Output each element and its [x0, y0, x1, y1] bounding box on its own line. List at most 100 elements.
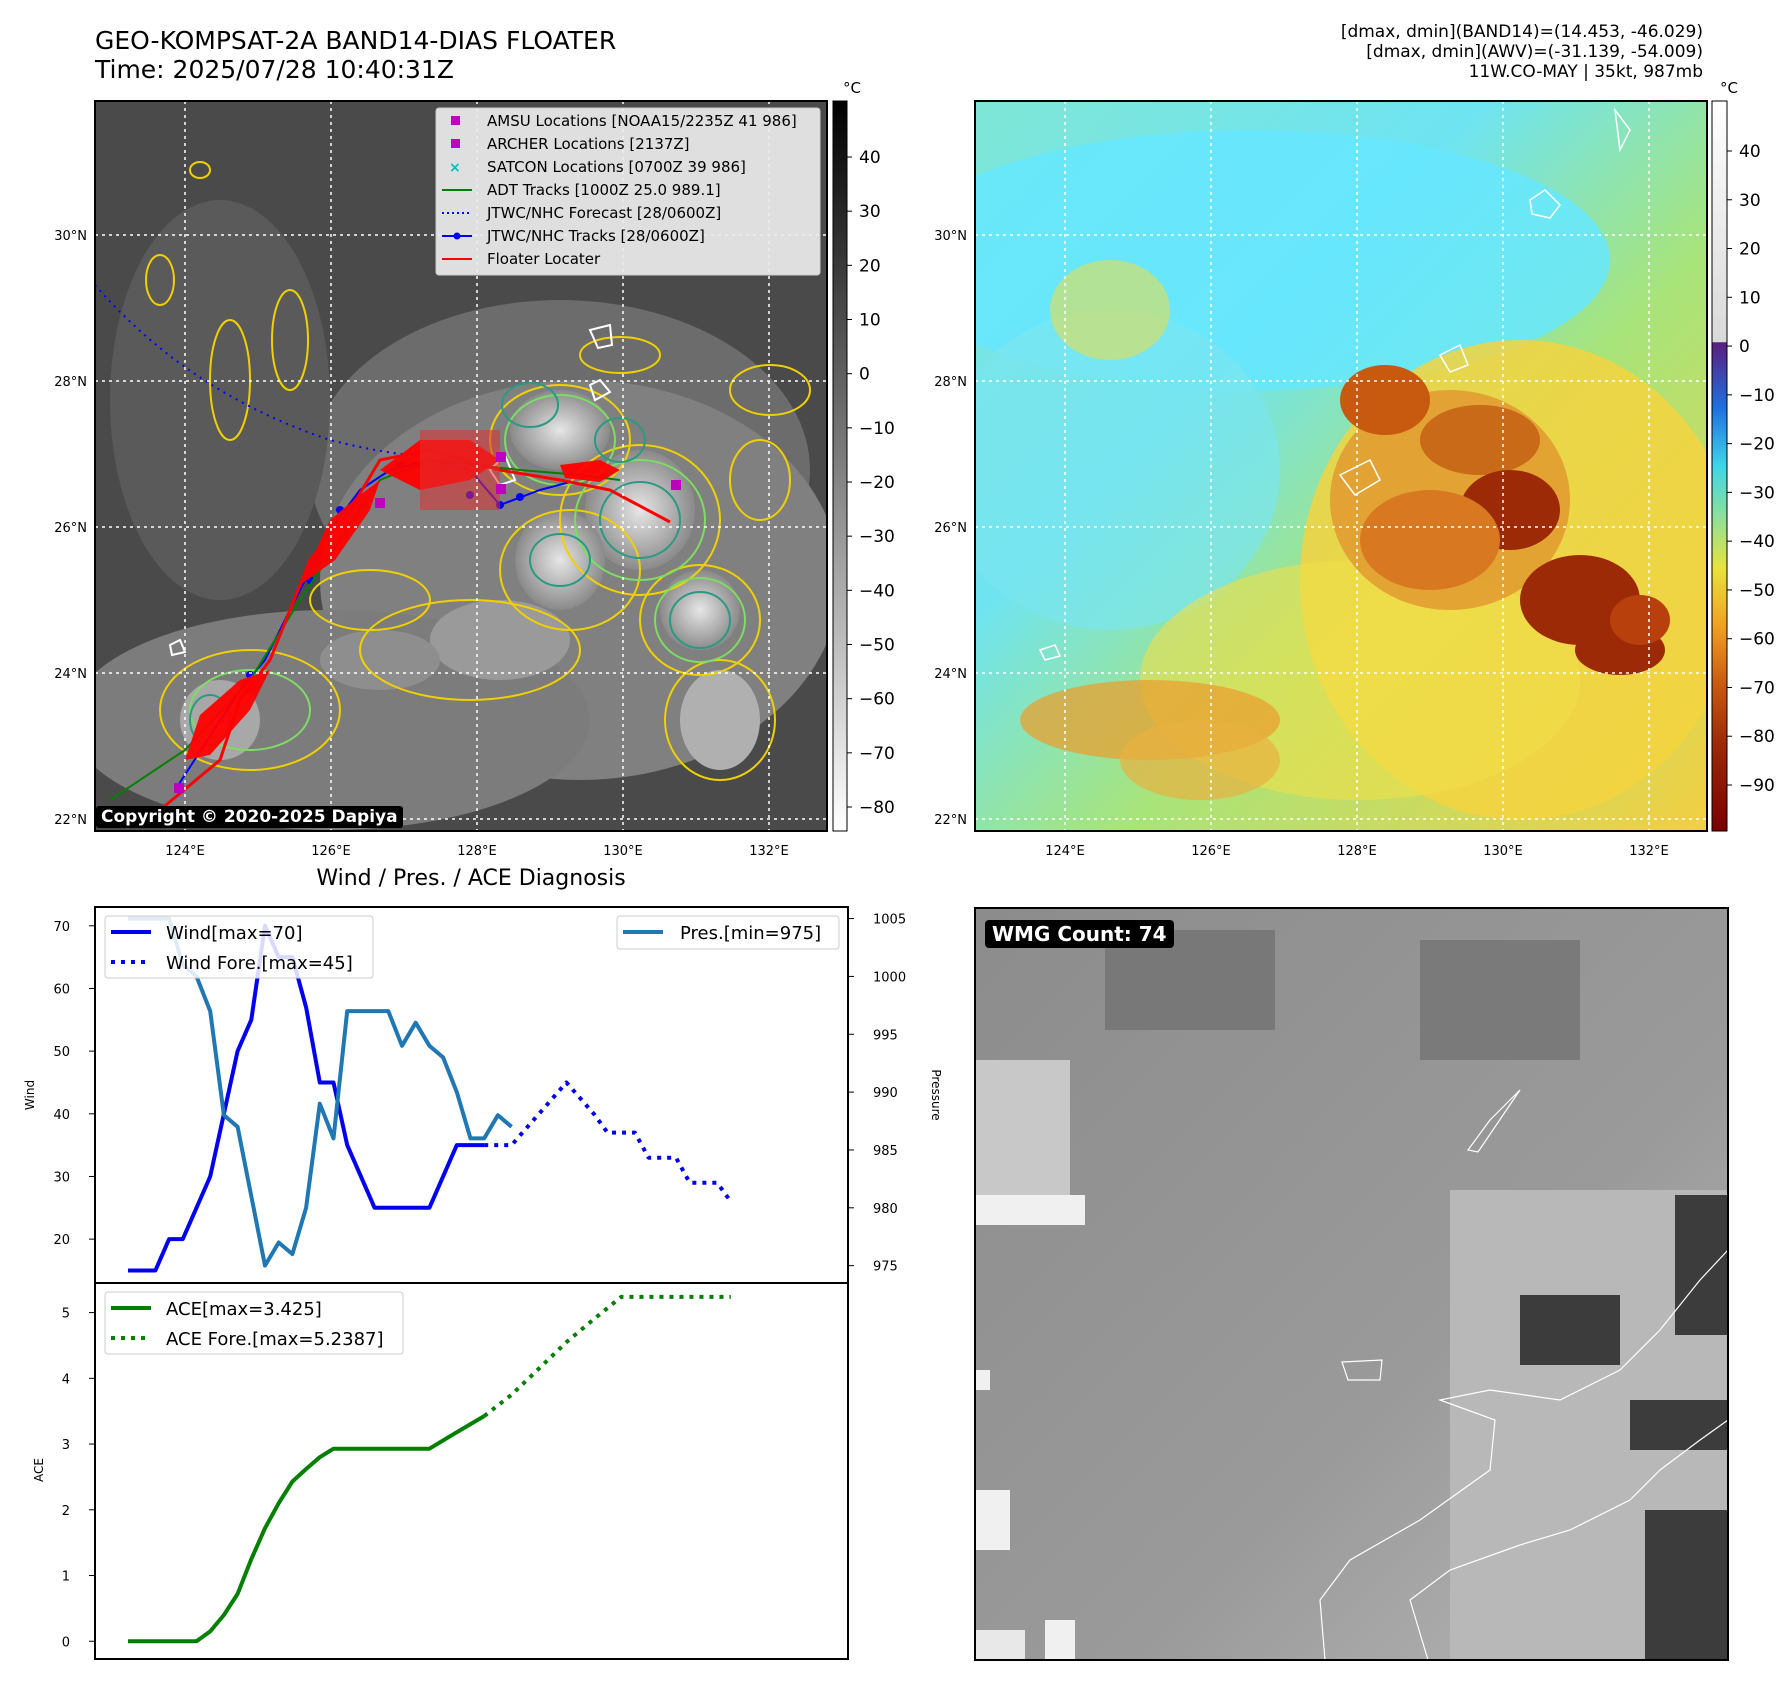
legend-square-marker [451, 139, 460, 148]
wind-legend: Wind[max=70] Wind Fore.[max=45] [104, 915, 374, 979]
ir-colorbar-tick-label: −30 [859, 527, 895, 547]
wv-lon-label-132e: 132°E [1629, 844, 1669, 859]
wv-colorbar-tick-label: 30 [1739, 191, 1761, 211]
diagnosis-title: Wind / Pres. / ACE Diagnosis [316, 866, 625, 891]
ace-tick-label: 4 [62, 1372, 70, 1387]
wv-lat-labels: 30°N 28°N 26°N 24°N 22°N [934, 229, 967, 828]
info-band14: [dmax, dmin](BAND14)=(14.453, -46.029) [1340, 22, 1703, 42]
pres--line [128, 916, 513, 1268]
diagnosis-panel: Wind / Pres. / ACE Diagnosis Wind Pressu… [23, 866, 943, 1660]
pressure-tick-label: 980 [873, 1202, 898, 1217]
ir-lon-label-132e: 132°E [749, 844, 789, 859]
legend-square-marker [451, 116, 460, 125]
ir-colorbar-tick-label: −50 [859, 636, 895, 656]
wmg-panel [974, 907, 1729, 1661]
ir-colorbar-tick-label: −80 [859, 798, 895, 818]
wv-lat-label-26n: 26°N [934, 521, 967, 536]
wv-gridlines [975, 101, 1707, 831]
wind-tick-label: 60 [53, 982, 70, 997]
ir-colorbar-tick-label: −20 [859, 473, 895, 493]
wv-colorbar-tick-label: −20 [1739, 435, 1775, 455]
ace-tick-label: 3 [62, 1438, 70, 1453]
ir-colorbar-tick-label: 10 [859, 311, 881, 331]
pressure-tick-label: 985 [873, 1144, 898, 1159]
pressure-legend: Pres.[min=975] [616, 915, 840, 950]
ir-cloud-field [95, 200, 827, 830]
ir-lat-label-28n: 28°N [54, 375, 87, 390]
ir-colorbar-tick-label: 0 [859, 365, 870, 385]
wv-colorbar-tick-label: 20 [1739, 240, 1761, 260]
wv-colorbar-tick-label: −30 [1739, 483, 1775, 503]
ir-lat-label-24n: 24°N [54, 667, 87, 682]
ace-fore-legend-label: ACE Fore.[max=5.2387] [166, 1329, 384, 1350]
wv-lat-label-30n: 30°N [934, 229, 967, 244]
ir-lon-labels: 124°E 126°E 128°E 130°E 132°E [165, 844, 789, 859]
ace-axis-label: ACE [32, 1458, 46, 1482]
pressure-axis-label: Pressure [929, 1069, 943, 1120]
wv-lat-label-24n: 24°N [934, 667, 967, 682]
ir-legend-item: × SATCON Locations [0700Z 39 986] [449, 158, 746, 176]
ir-legend-item: AMSU Locations [NOAA15/2235Z 41 986] [451, 112, 797, 130]
legend-item-label: ADT Tracks [1000Z 25.0 989.1] [487, 181, 721, 199]
ir-tracks [95, 284, 681, 812]
ace-tick-label: 0 [62, 1635, 70, 1650]
legend-item-label: JTWC/NHC Tracks [28/0600Z] [486, 227, 705, 245]
ir-colorbar-tick-label: −70 [859, 744, 895, 764]
amsu-archer-points [174, 452, 681, 793]
wv-colorbar-tick-label: 40 [1739, 142, 1761, 162]
wind-tick-label: 50 [53, 1045, 70, 1060]
wind-axis-label: Wind [23, 1080, 37, 1110]
wind-tick-label: 70 [53, 920, 70, 935]
wind-legend-label: Wind[max=70] [166, 923, 303, 944]
wmg-pixel-field [975, 930, 1728, 1660]
info-storm: 11W.CO-MAY | 35kt, 987mb [1468, 62, 1703, 82]
wv-colorbar-tick-label: −90 [1739, 776, 1775, 796]
wv-lon-label-128e: 128°E [1337, 844, 1377, 859]
title-line-2: Time: 2025/07/28 10:40:31Z [95, 55, 454, 84]
wind-tick-label: 40 [53, 1108, 70, 1123]
legend-item-label: SATCON Locations [0700Z 39 986] [487, 158, 746, 176]
wv-frame [974, 100, 1708, 832]
ace-fore--line [482, 1294, 731, 1418]
pressure-tick-label: 1005 [873, 913, 906, 928]
ace-tick-label: 1 [62, 1570, 70, 1585]
ir-colorbar: °C 40 30 20 10 0 −10 −20 −30 −40 −50 −60 −70 −80 [832, 79, 895, 832]
wv-colorbar-tick-label: −40 [1739, 532, 1775, 552]
wv-lon-label-124e: 124°E [1045, 844, 1085, 859]
ir-lat-labels: 30°N 28°N 26°N 24°N 22°N [54, 229, 87, 828]
ir-contours [145, 161, 811, 781]
page-title: GEO-KOMPSAT-2A BAND14-DIAS FLOATER Time:… [95, 26, 616, 84]
jtwc-forecast-track [95, 284, 421, 456]
jtwc-best-track [174, 458, 571, 791]
ir-map-panel: 30°N 28°N 26°N 24°N 22°N 124°E 126°E 128… [54, 100, 828, 859]
ir-frame [94, 100, 828, 832]
legend-item-label: AMSU Locations [NOAA15/2235Z 41 986] [487, 112, 797, 130]
ir-legend: AMSU Locations [NOAA15/2235Z 41 986] ARCH… [435, 107, 821, 276]
wv-colorbar-tick-label: −80 [1739, 727, 1775, 747]
legend-x-marker: × [449, 160, 461, 176]
wv-lon-labels: 124°E 126°E 128°E 130°E 132°E [1045, 844, 1669, 859]
copyright-badge: Copyright © 2020-2025 Dapiya [96, 806, 403, 828]
ir-colorbar-tick-label: −60 [859, 690, 895, 710]
wv-colorbar-tick-label: −50 [1739, 581, 1775, 601]
wv-colorbar-tick-label: 0 [1739, 337, 1750, 357]
ir-colorbar-tick-label: 40 [859, 148, 881, 168]
wv-map-panel: 30°N 28°N 26°N 24°N 22°N 124°E 126°E 128… [934, 100, 1708, 859]
wmg-coastlines [1319, 1089, 1728, 1660]
ace-tick-label: 5 [62, 1307, 70, 1322]
ir-legend-item: ARCHER Locations [2137Z] [451, 135, 690, 153]
wv-colorbar-unit: °C [1720, 79, 1738, 97]
wv-colorbar-tick-label: −60 [1739, 630, 1775, 650]
ir-lat-label-22n: 22°N [54, 813, 87, 828]
pressure-tick-label: 990 [873, 1086, 898, 1101]
pressure-tick-label: 1000 [873, 970, 906, 985]
floater-box [420, 430, 500, 510]
data-range-info: [dmax, dmin](BAND14)=(14.453, -46.029) [… [1341, 22, 1703, 82]
wmg-frame [974, 907, 1729, 1661]
ace-legend: ACE[max=3.425] ACE Fore.[max=5.2387] [104, 1291, 404, 1355]
ir-colorbar-tick-label: −10 [859, 419, 895, 439]
pressure-tick-label: 995 [873, 1028, 898, 1043]
ir-colorbar-tick-label: 30 [859, 202, 881, 222]
wv-colorbar-tick-label: −70 [1739, 678, 1775, 698]
